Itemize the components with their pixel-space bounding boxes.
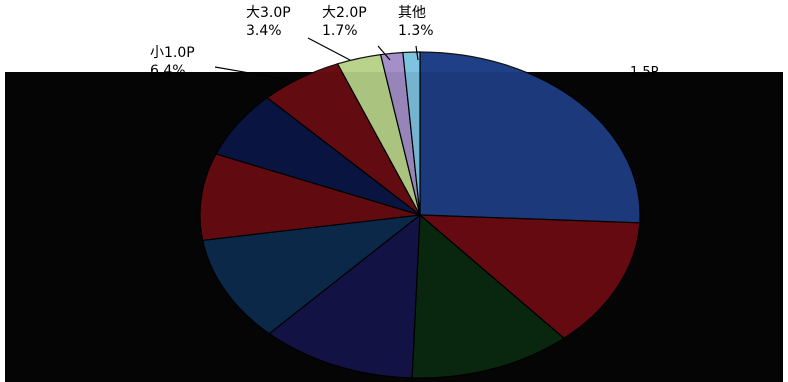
leader-line-11 — [415, 45, 419, 61]
slice-pct-11: 1.3% — [398, 23, 434, 39]
slice-pct-8: 6.4% — [150, 63, 186, 79]
slice-pct-10: 1.7% — [322, 23, 358, 39]
slice-label-9: 大3.0P — [246, 5, 291, 21]
pie-slice-3 — [411, 213, 565, 379]
slice-label-10: 大2.0P — [322, 5, 367, 21]
pie-slice-1 — [419, 51, 641, 224]
pie-slice-11 — [402, 51, 421, 216]
pie-slice-6 — [199, 153, 421, 241]
pie-slice-4 — [268, 213, 421, 379]
slice-label-11: 其他 — [398, 5, 426, 21]
slice-pct-9: 3.4% — [246, 23, 282, 39]
pie-slice-5 — [201, 214, 423, 335]
leader-line-8 — [214, 66, 291, 81]
top-right-label: 1.5P — [630, 65, 659, 80]
leader-line-10 — [377, 45, 391, 61]
pie-slice-2 — [418, 214, 641, 339]
slice-label-8: 小1.0P — [150, 45, 195, 61]
leader-line-9 — [307, 37, 351, 61]
